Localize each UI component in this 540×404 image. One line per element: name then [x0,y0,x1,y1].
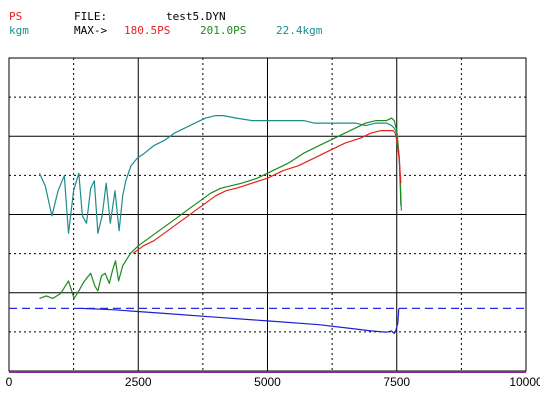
series-line-teal [38,114,402,234]
max-power-green: 201.0PS [200,24,247,37]
unit-torque-label: kgm [9,24,29,37]
grid [8,57,527,373]
unit-power-label: PS [9,10,23,23]
max-label: MAX-> [74,24,108,37]
max-torque: 22.4kgm [276,24,323,37]
series-group [9,114,526,334]
file-name: test5.DYN [166,10,226,23]
series-line-red [132,130,402,254]
file-label: FILE: [74,10,108,23]
x-tick-label: 0 [6,375,13,389]
series-line-green [39,117,402,299]
x-tick-label: 5000 [254,375,281,389]
x-tick-label: 7500 [383,375,410,389]
x-tick-label: 10000 [509,375,540,389]
series-line-blue [81,307,400,334]
max-power-red: 180.5PS [124,24,171,37]
x-tick-label: 2500 [125,375,152,389]
x-tick-labels: 0 2500 5000 7500 10000 [6,375,540,389]
